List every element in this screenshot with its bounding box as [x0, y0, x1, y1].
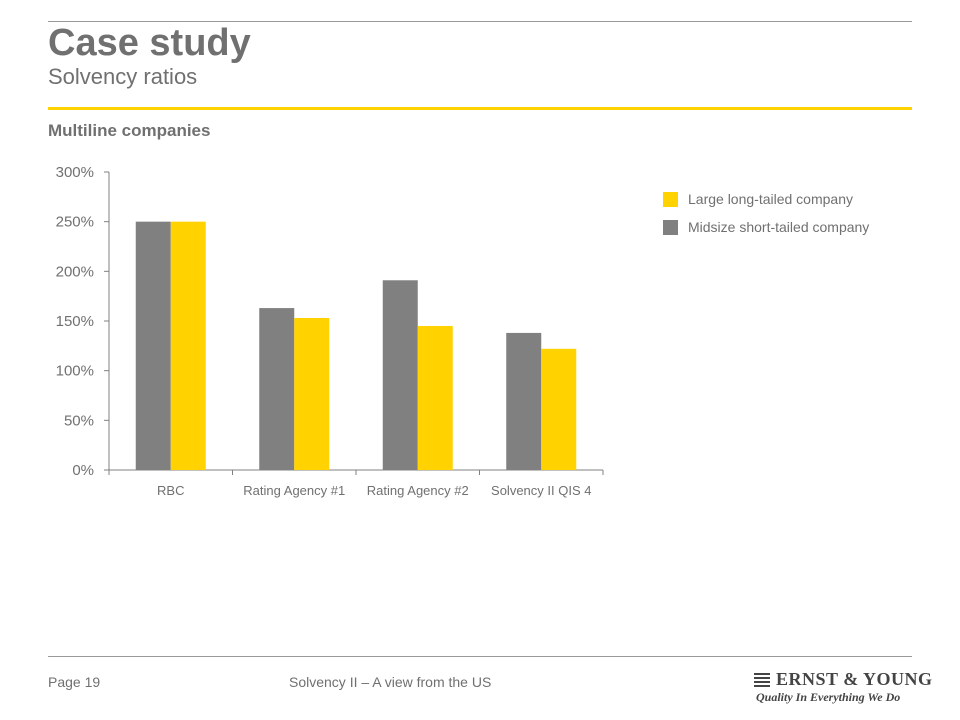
top-divider	[48, 21, 912, 22]
bar	[294, 318, 330, 470]
legend-item-midsize: Midsize short-tailed company	[663, 218, 869, 236]
x-category-label: Solvency II QIS 4	[491, 483, 591, 498]
bar	[135, 221, 171, 470]
bar	[170, 221, 206, 470]
logo-wordmark: ERNST & YOUNG	[776, 669, 933, 689]
page-subtitle: Solvency ratios	[48, 64, 198, 89]
y-tick-label: 100%	[56, 363, 94, 380]
x-category-label: Rating Agency #1	[243, 483, 345, 498]
legend-item-large: Large long-tailed company	[663, 190, 869, 208]
footer-divider	[48, 656, 912, 657]
chart-legend: Large long-tailed company Midsize short-…	[663, 190, 869, 246]
section-heading: Multiline companies	[48, 121, 211, 140]
company-logo: ERNST & YOUNG Quality In Everything We D…	[754, 669, 933, 705]
y-tick-label: 300%	[56, 164, 94, 181]
bar	[259, 308, 295, 470]
legend-swatch-large	[663, 191, 678, 207]
bar	[417, 325, 453, 470]
logo-tagline: Quality In Everything We Do	[756, 690, 901, 704]
page-title: Case study	[48, 22, 251, 64]
accent-divider	[48, 107, 912, 110]
logo-bars-icon	[754, 672, 770, 687]
page-number: Page 19	[48, 674, 101, 690]
y-tick-label: 250%	[56, 214, 94, 231]
y-tick-label: 150%	[56, 313, 94, 330]
y-tick-label: 0%	[72, 462, 94, 479]
x-category-label: Rating Agency #2	[367, 483, 469, 498]
bar	[506, 332, 542, 470]
legend-label-large: Large long-tailed company	[688, 191, 853, 207]
y-tick-label: 200%	[56, 263, 94, 280]
legend-swatch-midsize	[663, 219, 678, 235]
footer-title: Solvency II – A view from the US	[289, 674, 492, 690]
bar	[541, 348, 577, 470]
x-category-label: RBC	[157, 483, 184, 498]
bar	[382, 280, 418, 470]
legend-label-midsize: Midsize short-tailed company	[688, 219, 870, 235]
y-tick-label: 50%	[64, 412, 94, 429]
